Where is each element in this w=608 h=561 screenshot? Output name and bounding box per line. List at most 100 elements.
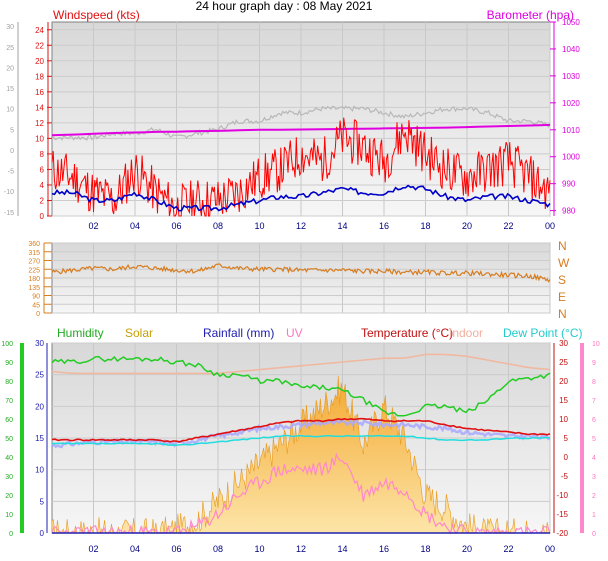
y-tick-outer: 15 — [6, 86, 14, 93]
y-tick-uv: 1 — [592, 512, 596, 519]
y-tick-rainfall: 15 — [35, 434, 44, 443]
y-tick-windspeed: 22 — [35, 41, 44, 50]
x-tick-label-wind: 14 — [337, 221, 347, 231]
y-tick-barometer: 1030 — [562, 72, 580, 81]
x-tick-label-temp: 16 — [379, 544, 389, 554]
x-tick-label-wind: 10 — [254, 221, 264, 231]
y-tick-temperature: 5 — [564, 434, 569, 443]
y-tick-temperature: 10 — [559, 415, 568, 424]
y-tick-rainfall: 20 — [35, 402, 44, 411]
y-tick-direction: 225 — [28, 267, 40, 274]
y-tick-barometer: 1050 — [562, 18, 580, 27]
y-tick-windspeed: 16 — [35, 88, 44, 97]
y-tick-uv: 7 — [592, 398, 596, 405]
x-tick-label-wind: 16 — [379, 221, 389, 231]
y-tick-direction: 135 — [28, 285, 40, 292]
legend-uv: UV — [286, 326, 303, 340]
legend-humidity: Humidity — [57, 326, 104, 340]
y-tick-uv: 3 — [592, 474, 596, 481]
y-tick-windspeed: 14 — [35, 103, 44, 112]
y-tick-uv: 10 — [592, 341, 600, 348]
x-tick-label-temp: 08 — [213, 544, 223, 554]
y-tick-barometer: 980 — [562, 207, 576, 216]
series-wind-direction — [51, 263, 551, 283]
x-tick-label-wind: 00 — [545, 221, 555, 231]
series-windspeed — [51, 117, 551, 217]
dir-label-s: S — [558, 273, 566, 287]
y-tick-windspeed: 20 — [35, 57, 44, 66]
y-tick-barometer: 1010 — [562, 126, 580, 135]
y-tick-humidity: 20 — [5, 493, 13, 500]
y-tick-windspeed: 18 — [35, 72, 44, 81]
x-tick-label-temp: 20 — [462, 544, 472, 554]
y-tick-uv: 2 — [592, 493, 596, 500]
y-tick-windspeed: 6 — [40, 165, 45, 174]
dir-label-w: W — [558, 256, 570, 270]
x-tick-label-temp: 10 — [254, 544, 264, 554]
legend-indoor: Indoor — [449, 326, 483, 340]
y-tick-temperature: -10 — [556, 491, 568, 500]
y-tick-temperature: 30 — [559, 339, 568, 348]
y-tick-humidity: 40 — [5, 455, 13, 462]
y-tick-windspeed: 24 — [35, 26, 44, 35]
x-tick-label-wind: 12 — [296, 221, 306, 231]
y-tick-uv: 5 — [592, 436, 596, 443]
x-tick-label-wind: 22 — [503, 221, 513, 231]
legend-solar: Solar — [125, 326, 153, 340]
y-tick-barometer: 1040 — [562, 45, 580, 54]
y-tick-outer: -10 — [4, 189, 14, 196]
y-tick-rainfall: 10 — [35, 466, 44, 475]
y-tick-outer: 10 — [6, 107, 14, 114]
x-tick-label-wind: 04 — [130, 221, 140, 231]
x-tick-label-wind: 20 — [462, 221, 472, 231]
y-tick-outer: 0 — [10, 148, 14, 155]
y-tick-direction: 315 — [28, 250, 40, 257]
y-tick-temperature: -20 — [556, 529, 568, 538]
y-tick-rainfall: 25 — [35, 371, 44, 380]
x-tick-label-temp: 22 — [503, 544, 513, 554]
y-tick-direction: 90 — [32, 294, 40, 301]
y-tick-uv: 9 — [592, 360, 596, 367]
y-tick-direction: 180 — [28, 276, 40, 283]
series-indoor — [51, 353, 551, 375]
y-tick-rainfall: 30 — [35, 339, 44, 348]
dir-label-n-top: N — [558, 239, 567, 253]
x-tick-label-wind: 18 — [420, 221, 430, 231]
y-tick-windspeed: 8 — [40, 150, 45, 159]
dir-label-e: E — [558, 290, 566, 304]
legend-windspeed: Windspeed (kts) — [53, 8, 140, 22]
y-tick-uv: 0 — [592, 531, 596, 538]
series-barometer — [51, 123, 551, 137]
y-tick-barometer: 1000 — [562, 153, 580, 162]
y-tick-windspeed: 10 — [35, 134, 44, 143]
y-tick-direction: 270 — [28, 259, 40, 266]
x-tick-label-wind: 08 — [213, 221, 223, 231]
y-tick-windspeed: 0 — [40, 212, 45, 221]
series-humidity — [51, 355, 551, 417]
y-tick-uv: 4 — [592, 455, 596, 462]
y-tick-humidity: 10 — [5, 512, 13, 519]
series-temperature-band — [51, 418, 551, 449]
y-tick-outer: -5 — [8, 169, 14, 176]
y-tick-rainfall: 5 — [40, 497, 45, 506]
y-tick-barometer: 990 — [562, 180, 576, 189]
y-tick-humidity: 0 — [9, 531, 13, 538]
x-tick-label-temp: 04 — [130, 544, 140, 554]
y-tick-outer: 5 — [10, 127, 14, 134]
y-tick-temperature: -15 — [556, 510, 568, 519]
x-tick-label-wind: 06 — [171, 221, 181, 231]
y-tick-direction: 0 — [36, 311, 40, 318]
x-tick-label-temp: 02 — [88, 544, 98, 554]
y-tick-humidity: 80 — [5, 379, 13, 386]
y-tick-direction: 360 — [28, 241, 40, 248]
y-tick-temperature: 15 — [559, 396, 568, 405]
x-tick-label-temp: 00 — [545, 544, 555, 554]
y-tick-humidity: 50 — [5, 436, 13, 443]
y-tick-temperature: 20 — [559, 377, 568, 386]
y-tick-uv: 6 — [592, 417, 596, 424]
series-wind-average — [51, 184, 551, 212]
y-tick-windspeed: 12 — [35, 119, 44, 128]
y-tick-outer: -15 — [4, 210, 14, 217]
series-temperature — [51, 417, 551, 443]
